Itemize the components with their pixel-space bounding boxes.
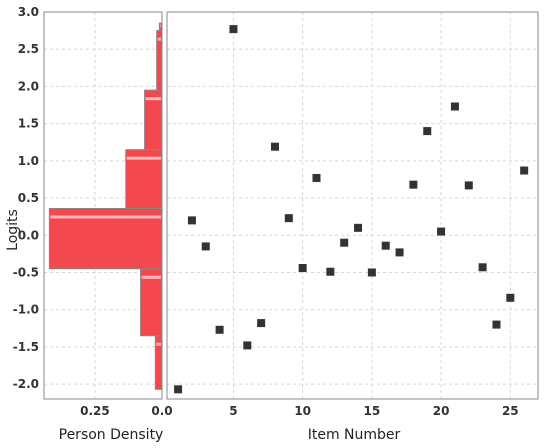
item-point xyxy=(257,319,266,328)
density-bar-highlight xyxy=(156,342,161,346)
density-bar-highlight xyxy=(157,37,161,41)
y-tick-label: 0.0 xyxy=(18,228,39,242)
density-bar xyxy=(156,30,163,91)
item-point xyxy=(437,227,446,236)
y-tick-label: 2.0 xyxy=(18,79,39,93)
item-point xyxy=(520,166,529,175)
right-x-tick-label: 15 xyxy=(364,404,381,418)
density-bar-highlight xyxy=(126,156,161,160)
item-point xyxy=(326,267,335,276)
density-bar-highlight xyxy=(160,24,161,28)
density-bar-highlight xyxy=(141,275,161,279)
y-tick-label: 2.5 xyxy=(18,42,39,56)
grid-lines xyxy=(44,11,538,399)
y-tick-label: -1.0 xyxy=(13,303,39,317)
tick-labels: 3.0 2.5 2.0 1.5 1.0 0.5 0.0 -0.5 -1.0 -1.5 -2.0 0.2… xyxy=(13,5,519,418)
right-x-axis-label: Item Number xyxy=(308,427,401,443)
y-tick-label: 3.0 xyxy=(18,5,39,19)
left-x-tick-label: 0.25 xyxy=(80,404,110,418)
item-point xyxy=(270,142,279,151)
item-logit-scatter xyxy=(174,25,529,394)
right-x-tick-label: 25 xyxy=(502,404,519,418)
density-bar xyxy=(125,149,163,209)
item-point xyxy=(298,264,307,273)
y-tick-label: 0.5 xyxy=(18,191,39,205)
item-point xyxy=(464,181,473,190)
item-point xyxy=(243,341,252,350)
item-point xyxy=(409,180,418,189)
item-point xyxy=(201,242,210,251)
y-tick-label: 1.0 xyxy=(18,154,39,168)
item-point xyxy=(174,385,183,394)
y-tick-label: -1.5 xyxy=(13,340,39,354)
density-bar xyxy=(154,335,163,390)
item-point xyxy=(367,268,376,277)
density-bar xyxy=(140,268,163,337)
y-tick-label: -0.5 xyxy=(13,265,39,279)
item-point xyxy=(492,320,501,329)
y-tick-label: -2.0 xyxy=(13,377,39,391)
item-point xyxy=(340,238,349,247)
right-panel-frame xyxy=(166,11,539,400)
item-point xyxy=(506,293,515,302)
right-x-tick-label: 5 xyxy=(229,404,237,418)
right-x-tick-label: 10 xyxy=(294,404,311,418)
item-point xyxy=(284,214,293,223)
left-x-tick-label: 0.0 xyxy=(151,404,172,418)
left-x-axis-label: Person Density xyxy=(59,427,164,443)
item-point xyxy=(354,223,363,232)
item-point xyxy=(423,127,432,136)
person-density-histogram xyxy=(48,22,163,390)
item-point xyxy=(450,102,459,111)
item-point xyxy=(187,216,196,225)
left-panel-frame xyxy=(43,11,163,400)
item-point xyxy=(381,241,390,250)
item-point xyxy=(395,248,404,257)
y-tick-label: 1.5 xyxy=(18,117,39,131)
right-x-tick-label: 20 xyxy=(433,404,450,418)
density-bar-highlight xyxy=(145,97,161,101)
density-bar xyxy=(144,89,163,151)
density-bar xyxy=(48,207,163,270)
item-point xyxy=(312,173,321,182)
item-point xyxy=(478,263,487,272)
y-axis-label: Logits xyxy=(5,209,21,251)
density-bar-highlight xyxy=(50,215,162,219)
item-point xyxy=(215,325,224,334)
item-point xyxy=(229,25,238,34)
